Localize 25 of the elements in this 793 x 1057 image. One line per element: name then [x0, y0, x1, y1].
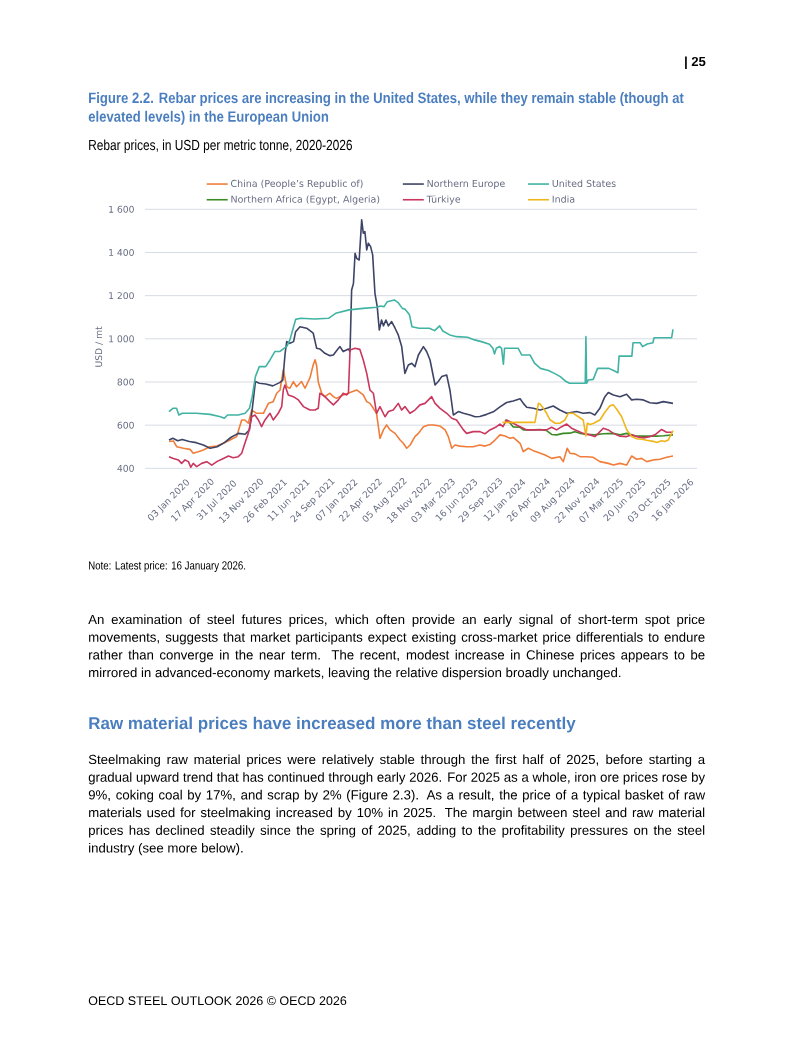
line-series	[501, 402, 674, 444]
text: OECD STEEL OUTLOOK 2026 © OECD 2026	[88, 996, 347, 1006]
legend-label: Türkiye	[426, 195, 461, 205]
line-series	[168, 299, 674, 420]
text: Steelmaking raw material prices were relatively stable through the first half of 2025, before starting a gradual upward trend that has continued through early 2026. For 2025 as a whole, iron ore prices rose by 9%, coking coal by 17%, and scrap by 2% (Figure 2.3). As a result, the price of a typical basket of raw materials used for steelmaking increased by 10% in 2025. The margin between steel and raw material prices has declined steadily since the spring of 2025, adding to the profitability pressures on the steel industry (see more below).	[88, 754, 706, 856]
y-tick-label: 800	[117, 378, 134, 386]
chart-subtitle: Rebar prices, in USD per metric tonne, 2020-2026	[89, 139, 352, 153]
text: An examination of steel futures prices, which often provide an early signal of short-term spot price movements, suggests that market participants expect existing cross-market price differentials to endure rather than converge in the near term. The recent, modest increase in Chinese prices appears to be mirrored in advanced-economy markets, leaving the relative dispersion broadly unchanged.	[88, 614, 705, 680]
y-tick-label: 1 200	[109, 292, 134, 300]
y-tick-label: 1 600	[109, 205, 134, 213]
legend-label: United States	[552, 179, 616, 188]
y-tick-label: 1 400	[109, 248, 134, 256]
text: Raw material prices have increased more than steel recently	[89, 716, 576, 733]
y-tick-label: 600	[117, 421, 134, 429]
legend-label: Northern Africa (Egypt, Algeria)	[231, 195, 380, 205]
legend-label: Northern Europe	[427, 179, 505, 189]
y-tick-label: 1 000	[109, 335, 134, 343]
legend-label: India	[552, 195, 575, 203]
text: Note: Latest price: 16 January 2026.	[89, 560, 246, 572]
text: | 25	[685, 56, 706, 69]
chart-title: Figure 2.2. Rebar prices are increasing in the United States, while they remain stable (though at elevated levels) in the European Union	[88, 92, 684, 125]
legend-label: China (People’s Republic of)	[231, 179, 363, 189]
y-axis-title: USD / mt	[95, 326, 103, 367]
y-tick-label: 400	[117, 464, 134, 472]
line-series	[168, 219, 674, 450]
